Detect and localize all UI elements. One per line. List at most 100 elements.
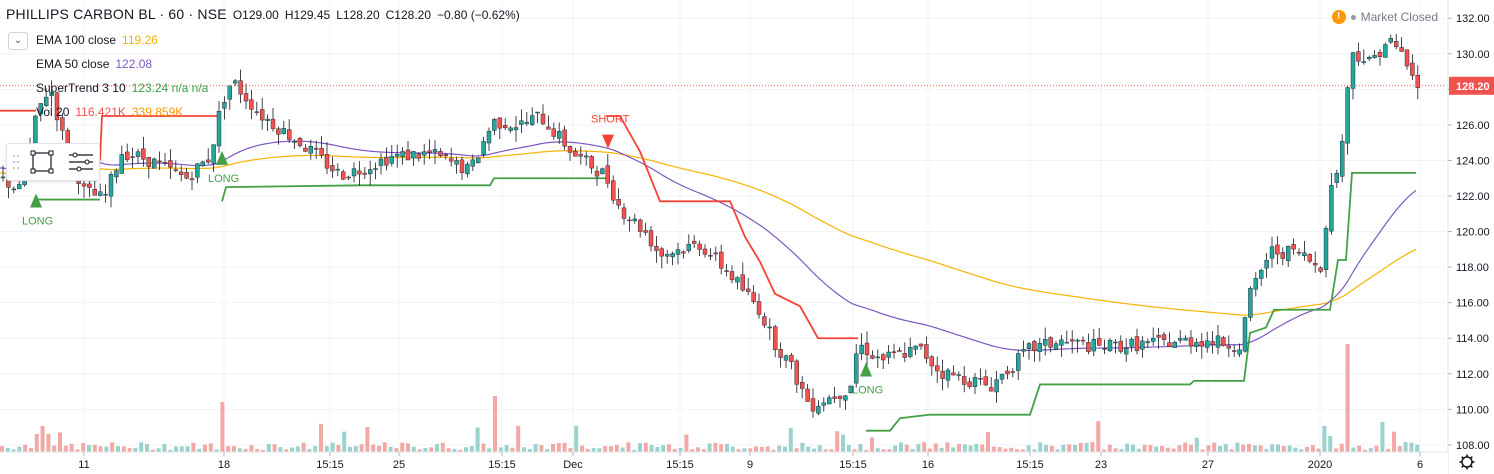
volume-bar [1049, 445, 1054, 452]
candle-body [1393, 41, 1399, 47]
candle-body [151, 158, 157, 169]
volume-bar [452, 448, 457, 452]
last-price-badge [1449, 76, 1494, 95]
candle-body [800, 382, 805, 389]
candle-body [11, 188, 17, 191]
volume-bar [957, 443, 961, 452]
candle-body [1339, 140, 1345, 177]
candle-body [384, 156, 389, 166]
legend-ema50[interactable]: EMA 50 close 122.08 [36, 57, 158, 71]
volume-bar [1247, 443, 1251, 452]
volume-bar [788, 428, 793, 452]
volume-bar [1148, 445, 1153, 452]
legend-name: Vol 20 [36, 105, 70, 119]
candle-body [1005, 370, 1010, 375]
volume-bar [1084, 443, 1089, 452]
volume-bar [1200, 449, 1205, 452]
candle-body [346, 176, 351, 179]
volume-bar [1090, 442, 1095, 452]
x-tick-label: 9 [747, 459, 753, 471]
candle-body [1172, 341, 1178, 348]
volume-bar [539, 445, 544, 452]
volume-bar [87, 445, 91, 452]
volume-bar [440, 442, 445, 452]
volume-bar [846, 444, 851, 452]
volume-bar [1241, 444, 1246, 452]
candle-body [108, 174, 114, 197]
settings-gear-icon[interactable] [1459, 454, 1475, 470]
volume-bar [887, 449, 892, 452]
candle-body [454, 160, 459, 165]
candle-body [513, 127, 519, 131]
volume-bar [1229, 449, 1234, 452]
volume-bar [661, 445, 666, 452]
volume-bar [0, 446, 4, 452]
candle-body [962, 376, 967, 385]
volume-bar [968, 445, 973, 452]
volume-bar [1415, 444, 1420, 452]
candle-body [773, 326, 778, 350]
collapse-legend-button[interactable]: ⌄ [8, 32, 28, 50]
toolbar-icons [13, 150, 93, 174]
volume-bar [841, 434, 845, 452]
candle-body [260, 109, 265, 121]
candle-body [173, 169, 179, 171]
candle-body [1296, 251, 1302, 254]
volume-bar [290, 447, 294, 452]
volume-bar [551, 443, 555, 452]
volume-bar [643, 442, 648, 452]
rectangle-tool-icon[interactable] [30, 150, 54, 174]
candle-body [1215, 335, 1221, 348]
volume-bar [1177, 445, 1182, 452]
volume-bar [603, 446, 608, 452]
legend-volume[interactable]: Vol 20 116.421K 339.859K [36, 105, 189, 119]
volume-bar [1102, 449, 1106, 452]
volume-bar [156, 448, 161, 452]
change-value: −0.80 (−0.62%) [437, 8, 520, 22]
candle-body [1345, 87, 1350, 144]
legend-name: EMA 100 close [36, 33, 117, 47]
candle-body [1161, 334, 1167, 340]
candle-body [967, 381, 972, 387]
candle-body [783, 355, 789, 361]
lines-menu-icon[interactable] [69, 152, 93, 172]
candle-body [1361, 61, 1367, 63]
volume-bar [1403, 442, 1408, 452]
candle-body [38, 103, 43, 115]
candle-body [1102, 348, 1107, 350]
volume-bar [655, 447, 660, 452]
market-status[interactable]: ! Market Closed [1331, 10, 1438, 24]
legend-supertrend[interactable]: SuperTrend 3 10 123.24 n/a n/a [36, 81, 214, 95]
volume-bar [1073, 444, 1077, 452]
volume-bar [1136, 448, 1141, 452]
volume-bar [406, 443, 410, 452]
candle-body [1383, 44, 1388, 58]
symbol-title[interactable]: PHILLIPS CARBON BL · 60 · NSE [6, 6, 227, 22]
candle-body [1231, 350, 1237, 352]
candle-body [854, 353, 859, 384]
candle-body [1366, 56, 1372, 59]
volume-bar [301, 442, 306, 452]
drag-handle-icon[interactable] [13, 155, 19, 169]
candle-body [1183, 337, 1188, 341]
candle-body [330, 165, 335, 172]
y-tick-label: 130.00 [1456, 49, 1490, 61]
candle-body [1037, 343, 1043, 352]
candle-body [92, 189, 98, 196]
volume-bar [75, 449, 80, 452]
candle-body [729, 271, 735, 281]
volume-bar [777, 445, 782, 452]
volume-bar [1183, 442, 1188, 452]
legend-value: 122.08 [115, 57, 153, 71]
volume-bar [1165, 447, 1170, 452]
x-tick-label: 11 [78, 459, 89, 471]
legend-ema100[interactable]: EMA 100 close 119.26 [36, 33, 164, 47]
candle-body [1140, 340, 1145, 350]
volume-bar [510, 447, 515, 452]
candle-body [1323, 228, 1329, 271]
drawing-toolbar[interactable] [6, 143, 100, 181]
candle-body [675, 249, 681, 255]
candle-body [719, 251, 724, 269]
candle-body [281, 127, 286, 134]
